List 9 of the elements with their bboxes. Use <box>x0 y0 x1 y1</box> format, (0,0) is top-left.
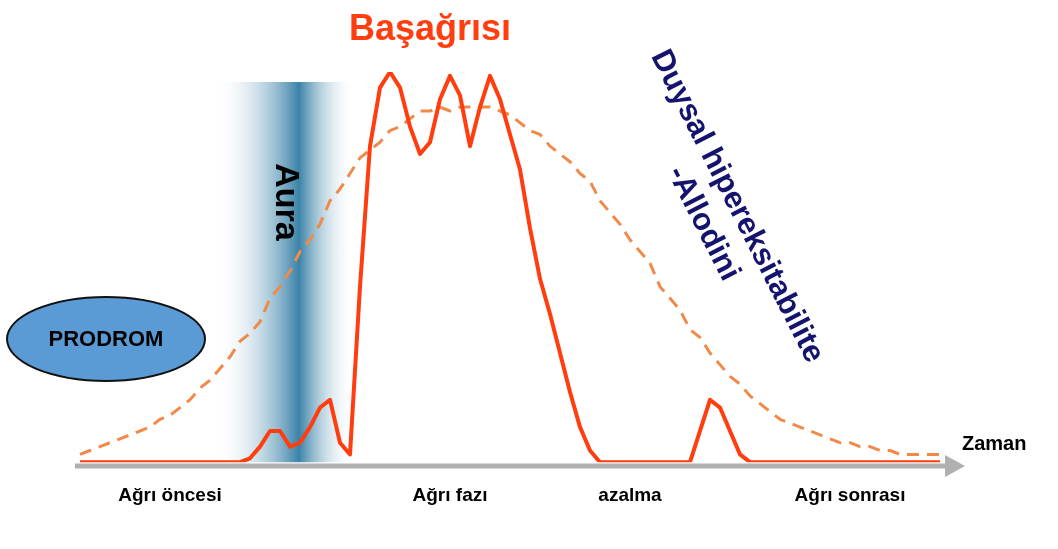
annotation: PRODROM <box>48 326 164 352</box>
x-tick-label: Ağrı fazı <box>412 483 488 505</box>
x-tick-label: azalma <box>598 483 663 505</box>
annotation: Aura <box>268 163 307 242</box>
x-tick-label: Ağrı sonrası <box>794 483 906 505</box>
series-label: Başağrısı <box>348 6 512 48</box>
x-axis-title: Zaman <box>962 431 1027 454</box>
ellipse-shape: PRODROM <box>6 296 206 382</box>
x-tick-label: Ağrı öncesi <box>118 483 222 505</box>
